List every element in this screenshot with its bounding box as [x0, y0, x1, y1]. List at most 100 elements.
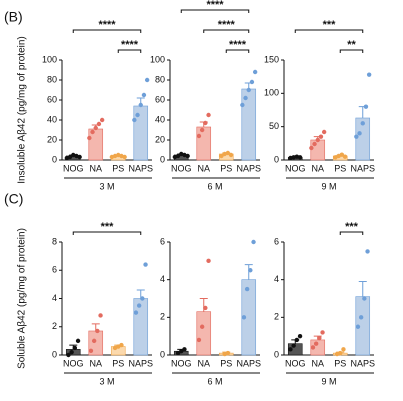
significance-label: *** [345, 221, 359, 233]
x-tick-label: PS [220, 163, 232, 173]
significance-bracket [180, 9, 250, 13]
x-tick-label: NOG [285, 163, 306, 173]
data-point [144, 77, 150, 83]
data-point [143, 262, 148, 267]
data-point [132, 117, 137, 123]
data-point [175, 350, 181, 356]
significance-bracket [225, 49, 250, 53]
y-tick-label: 2 [52, 321, 57, 331]
y-tick-label: 100 [264, 88, 279, 98]
x-tick-label: NA [197, 358, 210, 368]
y-tick-label: 80 [47, 74, 57, 84]
data-point [341, 347, 346, 352]
significance-label: **** [229, 39, 247, 51]
data-point [140, 296, 145, 301]
data-point [93, 125, 98, 131]
significance-bracket [72, 231, 142, 235]
y-tick-label: 60 [47, 94, 57, 104]
error-bar [244, 264, 253, 280]
data-point [338, 350, 343, 356]
x-tick-label: NAPS [236, 163, 261, 173]
significance-bracket [339, 49, 364, 53]
x-tick-label: NA [311, 163, 324, 173]
data-point [196, 133, 202, 139]
x-axis-label: 3 M [99, 181, 114, 191]
y-tick-label: 6 [274, 236, 279, 246]
data-point [98, 313, 103, 318]
data-point [182, 347, 187, 352]
error-bar [358, 281, 367, 297]
data-point [88, 348, 94, 353]
x-tick-label: NA [89, 163, 102, 173]
data-point [309, 145, 314, 151]
data-point [317, 335, 322, 341]
x-axis-label: 6 M [207, 181, 222, 191]
x-tick-label: NA [311, 358, 324, 368]
x-axis-label: 9 M [321, 376, 336, 386]
y-tick-label: 2 [274, 312, 279, 322]
x-tick-label: NA [197, 163, 210, 173]
x-tick-label: PS [334, 358, 346, 368]
data-point [77, 154, 82, 160]
y-tick-label: 50 [269, 121, 279, 131]
data-point [360, 121, 365, 126]
y-tick-label: 0 [160, 349, 165, 359]
data-point [206, 112, 211, 118]
y-tick-label: 4 [52, 293, 57, 303]
y-tick-label: 150 [264, 54, 279, 64]
x-axis-label: 3 M [99, 376, 114, 386]
significance-label: **** [121, 39, 139, 51]
data-point [99, 117, 105, 123]
significance-bracket [117, 49, 142, 53]
significance-bracket [339, 231, 364, 235]
data-point [87, 135, 92, 141]
data-point [199, 127, 205, 133]
significance-bracket [72, 29, 142, 33]
data-point [363, 104, 369, 109]
x-tick-label: NOG [285, 358, 306, 368]
data-point [75, 338, 81, 344]
x-tick-label: PS [112, 358, 124, 368]
data-point [90, 129, 95, 135]
data-point [321, 129, 327, 135]
data-point [67, 154, 73, 160]
significance-label: *** [323, 19, 337, 31]
data-point [219, 153, 224, 159]
data-point [297, 333, 303, 339]
x-axis-label: 9 M [321, 181, 336, 191]
data-point [357, 131, 362, 136]
data-point [206, 258, 211, 264]
panel-label: (B) [4, 9, 23, 25]
data-point [228, 152, 234, 158]
data-point [91, 338, 97, 344]
y-tick-label: 100 [150, 54, 165, 64]
data-point [318, 134, 324, 139]
x-tick-label: PS [334, 163, 346, 173]
data-point [294, 337, 300, 343]
data-point [362, 296, 367, 301]
x-axis-label: 6 M [207, 376, 222, 386]
y-tick-label: 40 [47, 114, 57, 124]
y-axis-label: Insoluble Aβ42 (pg/mg of protein) [17, 36, 28, 184]
bar [196, 126, 212, 161]
data-point [96, 121, 102, 127]
x-tick-label: NOG [171, 358, 192, 368]
bar [196, 311, 212, 356]
significance-bracket [294, 29, 364, 33]
x-tick-label: NAPS [128, 163, 153, 173]
data-point [251, 239, 256, 245]
data-point [288, 347, 293, 352]
data-point [252, 69, 258, 75]
data-point [203, 305, 208, 311]
y-tick-label: 20 [47, 134, 57, 144]
y-tick-label: 60 [155, 94, 165, 104]
data-point [249, 79, 255, 85]
data-point [365, 249, 370, 254]
error-bar [199, 298, 208, 312]
data-point [354, 134, 359, 139]
x-tick-label: NAPS [350, 163, 375, 173]
significance-bracket [203, 29, 250, 33]
y-tick-label: 4 [274, 274, 279, 284]
data-point [203, 120, 208, 126]
data-point [66, 352, 71, 358]
